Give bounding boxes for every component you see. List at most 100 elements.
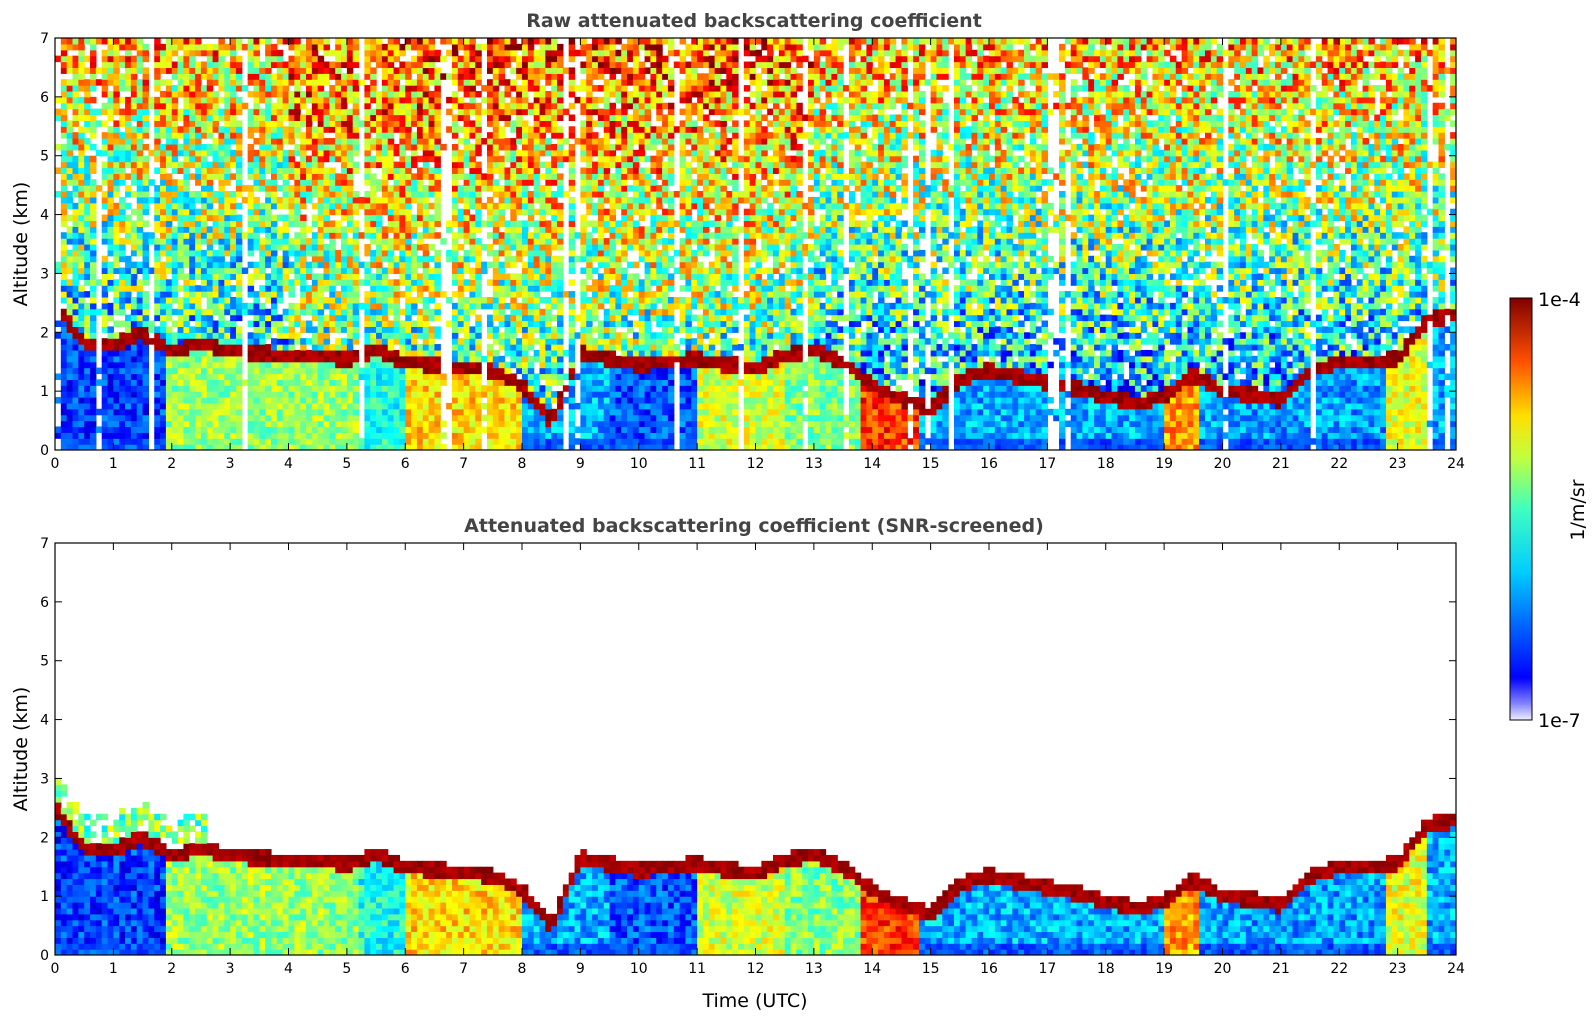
heatmap-cell [165,379,173,386]
heatmap-cell [323,226,330,233]
heatmap-cell [282,414,290,422]
heatmap-cell [84,385,91,392]
heatmap-cell [200,326,208,333]
heatmap-cell [300,138,307,145]
heatmap-cell [399,255,406,263]
heatmap-cell [306,391,313,398]
heatmap-cell [90,238,97,245]
heatmap-cell [516,155,523,163]
heatmap-cell [463,332,471,339]
heatmap-cell [259,96,266,104]
heatmap-cell [317,332,325,339]
heatmap-cell [60,202,68,210]
heatmap-cell [136,420,144,428]
heatmap-cell [142,90,149,98]
heatmap-cell [218,267,225,275]
heatmap-cell [247,279,255,286]
heatmap-cell [78,344,85,351]
heatmap-cell [329,61,336,69]
heatmap-cell [492,132,500,139]
heatmap-cell [527,379,535,386]
heatmap-cell [387,408,395,416]
heatmap-cell [119,132,126,139]
heatmap-cell [311,373,319,380]
heatmap-cell [78,355,85,363]
heatmap-cell [451,438,459,445]
heatmap-cell [230,285,237,292]
heatmap-cell [78,314,85,322]
heatmap-cell [434,361,441,369]
heatmap-cell [195,420,202,428]
heatmap-cell [335,138,342,145]
heatmap-cell [212,108,220,116]
heatmap-cell [270,214,278,222]
heatmap-cell [329,73,336,80]
heatmap-cell [475,249,482,257]
heatmap-cell [504,408,511,416]
heatmap-cell [253,438,260,445]
heatmap-cell [66,302,74,310]
heatmap-cell [84,338,91,345]
heatmap-cell [200,179,208,186]
heatmap-cell [387,296,395,304]
heatmap-cell [504,49,511,57]
heatmap-cell [270,108,278,116]
heatmap-cell [545,249,552,257]
heatmap-cell [171,161,179,169]
heatmap-cell [165,96,173,104]
heatmap-cell [60,320,68,327]
heatmap-cell [276,296,284,304]
heatmap-cell [510,320,517,327]
heatmap-cell [270,90,278,98]
heatmap-cell [247,302,255,310]
heatmap-cell [230,402,237,410]
heatmap-cell [195,320,202,327]
heatmap-cell [381,355,389,363]
heatmap-cell [154,326,161,333]
heatmap-cell [457,96,465,104]
heatmap-cell [136,114,144,121]
heatmap-cell [212,114,220,121]
heatmap-cell [393,220,401,227]
heatmap-cell [136,261,144,269]
heatmap-cell [539,314,546,322]
heatmap-cell [195,238,202,245]
heatmap-cell [154,149,161,157]
heatmap-cell [142,49,149,57]
heatmap-cell [265,191,272,198]
heatmap-cell [522,373,529,380]
heatmap-cell [329,173,336,180]
heatmap-cell [200,173,208,180]
heatmap-cell [469,244,476,251]
heatmap-cell [66,385,74,392]
heatmap-cell [101,279,109,286]
heatmap-cell [457,302,465,310]
heatmap-cell [107,167,114,174]
heatmap-cell [72,332,79,339]
heatmap-cell [323,232,330,239]
heatmap-cell [101,420,109,428]
heatmap-cell [545,191,552,198]
heatmap-cell [72,414,79,422]
heatmap-cell [341,273,348,280]
heatmap-cell [335,438,342,445]
heatmap-cell [341,426,348,433]
heatmap-cell [492,108,500,116]
heatmap-cell [276,120,284,127]
heatmap-cell [329,285,336,292]
heatmap-cell [341,279,348,286]
heatmap-cell [154,102,161,110]
heatmap-cell [527,426,535,433]
heatmap-cell [387,438,395,445]
heatmap-cell [381,73,389,80]
heatmap-cell [516,208,523,216]
heatmap-cell [475,408,482,416]
heatmap-cell [539,438,546,445]
heatmap-cell [516,402,523,410]
heatmap-cell [457,420,465,428]
heatmap-cell [387,108,395,116]
heatmap-cell [475,367,482,375]
heatmap-cell [206,267,214,275]
heatmap-cell [218,132,225,139]
heatmap-cell [457,191,465,198]
